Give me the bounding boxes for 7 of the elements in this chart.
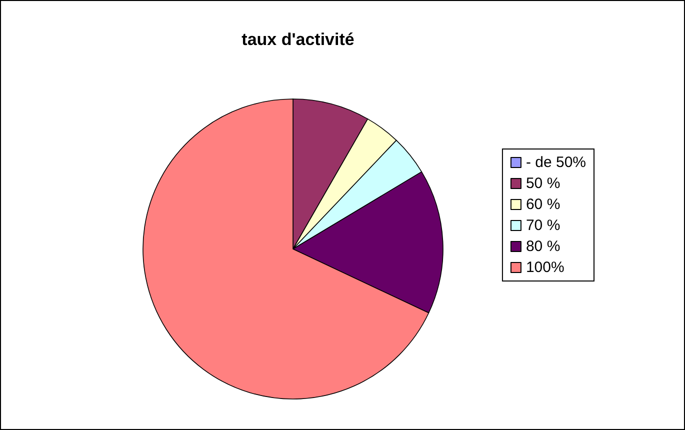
legend-label: - de 50% bbox=[526, 154, 586, 171]
legend-label: 60 % bbox=[526, 196, 560, 213]
legend-label: 50 % bbox=[526, 175, 560, 192]
legend-label: 100% bbox=[526, 259, 564, 276]
chart-title: taux d'activité bbox=[242, 30, 354, 49]
legend-label: 70 % bbox=[526, 217, 560, 234]
legend-label: 80 % bbox=[526, 238, 560, 255]
